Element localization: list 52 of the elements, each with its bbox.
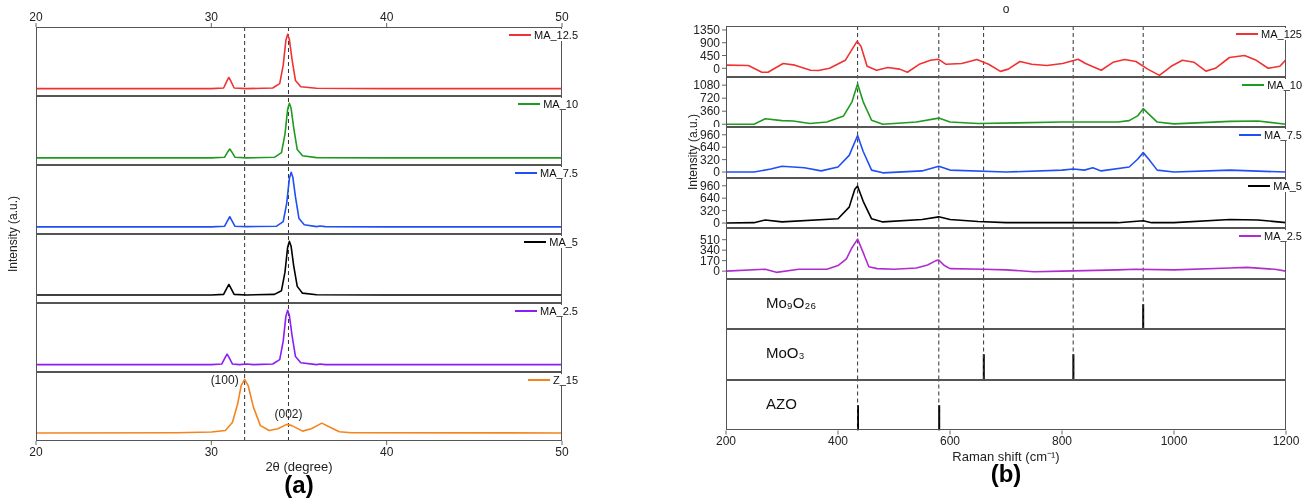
x-tick-label: 600 bbox=[939, 433, 961, 448]
legend-label: MA_7.5 bbox=[540, 167, 578, 179]
legend-label: MA_5 bbox=[1273, 179, 1302, 192]
x-tick-label: 800 bbox=[1051, 433, 1073, 448]
legend-label: MA_7.5 bbox=[1264, 129, 1302, 141]
x-tick-label: 1000 bbox=[1160, 433, 1188, 448]
x-tick-label: 20 bbox=[29, 444, 43, 459]
y-tick-label: 0 bbox=[713, 165, 721, 180]
text: Mo₉O₂₆ bbox=[766, 293, 817, 311]
y-tick-label: 640 bbox=[699, 140, 721, 155]
y-tick-label: 960 bbox=[699, 128, 721, 143]
y-tick-label: 450 bbox=[699, 48, 721, 63]
y-axis-title: Intensity (a.u.) bbox=[686, 114, 700, 191]
legend-label: MA_10 bbox=[1267, 78, 1302, 91]
x-tick-label: 30 bbox=[204, 444, 219, 459]
text: AZO bbox=[766, 394, 797, 412]
line-series bbox=[726, 40, 1286, 77]
legend-label: MA_2.5 bbox=[540, 305, 578, 317]
annotation: (100) bbox=[210, 372, 239, 387]
y-tick-label: 900 bbox=[699, 36, 721, 50]
x-tick-label: 20 bbox=[29, 10, 43, 24]
legend-label: MA_5 bbox=[549, 236, 578, 248]
text: MoO₃ bbox=[766, 344, 805, 362]
x-tick-label: 40 bbox=[379, 10, 394, 24]
legend-label: MA_12.5 bbox=[533, 29, 578, 41]
x-tick-label: 400 bbox=[827, 433, 849, 448]
y-tick-label: 360 bbox=[699, 103, 721, 118]
x-tick-label: 1200 bbox=[1272, 433, 1300, 448]
x-tick-label: 40 bbox=[379, 444, 394, 459]
y-tick-label: 320 bbox=[699, 152, 721, 167]
y-tick-label: 0 bbox=[713, 215, 721, 230]
annotation: (002) bbox=[274, 407, 303, 422]
x-axis-title: Raman shift (cm⁻¹) bbox=[952, 448, 1060, 463]
y-tick-label: 720 bbox=[699, 90, 721, 105]
y-tick-label: 510 bbox=[699, 232, 721, 247]
legend-label: MA_2.5 bbox=[1264, 230, 1302, 242]
y-tick-label: 960 bbox=[699, 178, 721, 193]
x-tick-label: 50 bbox=[555, 10, 569, 24]
x-tick-label: 30 bbox=[204, 10, 219, 24]
y-tick-label: 640 bbox=[699, 190, 721, 205]
legend-label: MA_10 bbox=[543, 98, 578, 110]
text: (b) bbox=[990, 460, 1023, 488]
legend-label: Z_15 bbox=[552, 374, 578, 386]
y-tick-label: 1080 bbox=[693, 77, 721, 92]
y-tick-label: 320 bbox=[699, 203, 721, 218]
x-tick-label: 50 bbox=[555, 444, 569, 459]
x-tick-label: 200 bbox=[715, 433, 737, 448]
legend-label: MA_125 bbox=[1261, 28, 1302, 40]
chart-title: o bbox=[1001, 2, 1011, 16]
y-tick-label: 0 bbox=[713, 61, 721, 76]
y-axis-title: Intensity (a.u.) bbox=[6, 195, 20, 273]
y-tick-label: 1350 bbox=[693, 23, 721, 38]
